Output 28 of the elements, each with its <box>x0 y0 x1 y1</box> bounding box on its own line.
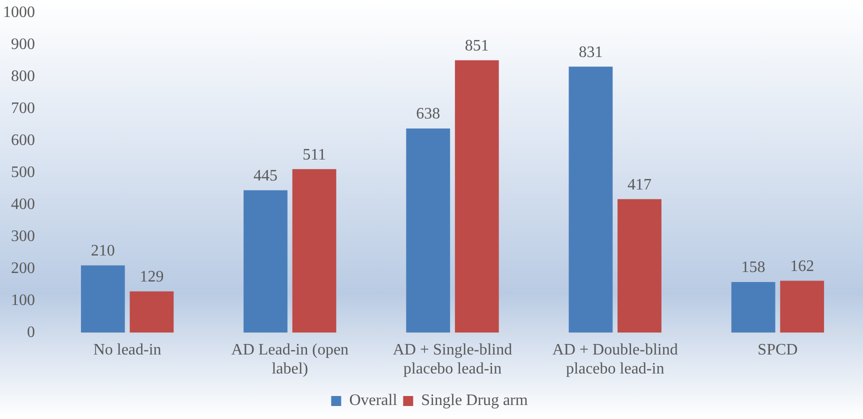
x-tick-label: AD + Single-blind placebo lead-in <box>392 341 512 378</box>
x-tick-label: SPCD <box>758 341 798 358</box>
y-tick-label: 100 <box>11 292 35 309</box>
y-tick-label: 800 <box>11 68 35 85</box>
y-tick-label: 900 <box>11 36 35 53</box>
data-label: 417 <box>627 176 652 194</box>
data-label: 831 <box>578 44 603 61</box>
legend-label: Overall <box>349 392 398 410</box>
data-label: 129 <box>140 268 164 286</box>
y-tick-label: 400 <box>11 196 35 213</box>
data-label: 162 <box>790 258 814 275</box>
x-tick-label: AD Lead-in (open label) <box>231 341 349 378</box>
legend-label: Single Drug arm <box>421 392 528 410</box>
y-tick-label: 600 <box>11 132 35 149</box>
data-label: 851 <box>464 37 489 54</box>
x-tick-label: AD + Double-blind placebo lead-in <box>552 341 678 378</box>
y-tick-label: 1000 <box>3 4 35 21</box>
data-label: 638 <box>416 106 440 123</box>
x-tick-label: No lead-in <box>93 341 162 358</box>
data-label: 511 <box>302 146 326 164</box>
data-label: 210 <box>90 242 115 260</box>
data-label: 158 <box>741 259 766 276</box>
y-tick-label: 700 <box>11 100 35 117</box>
y-tick-label: 500 <box>11 164 35 181</box>
y-tick-label: 0 <box>27 324 35 341</box>
y-tick-label: 200 <box>11 260 35 277</box>
data-label: 445 <box>254 167 278 184</box>
y-tick-label: 300 <box>11 228 35 245</box>
